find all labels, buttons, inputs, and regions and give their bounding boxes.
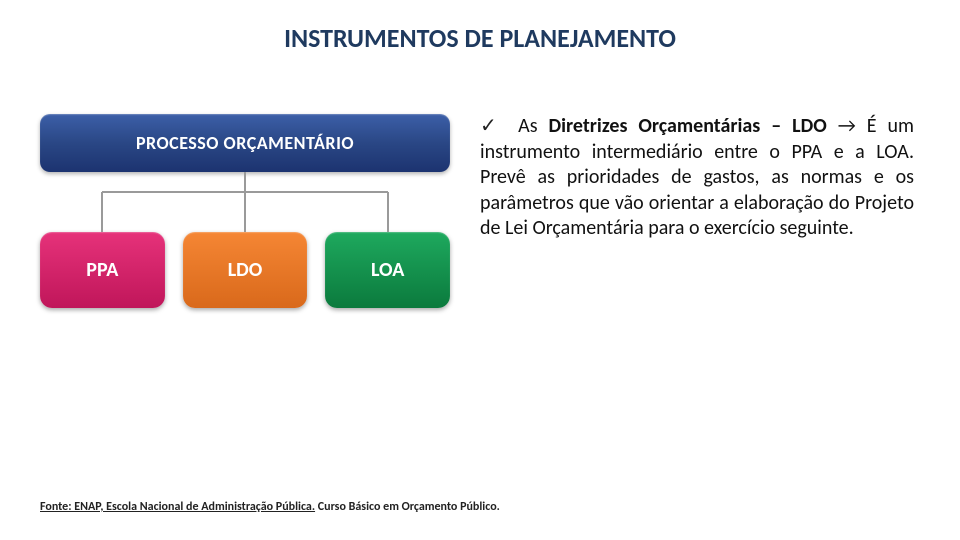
footer-rest: Curso Básico em Orçamento Público. — [315, 500, 500, 514]
diagram-connectors — [40, 172, 450, 232]
diagram-child-ldo: LDO — [183, 232, 308, 308]
diagram-child-label: LDO — [228, 258, 263, 282]
slide: INSTRUMENTOS DE PLANEJAMENTO PROCESSO OR… — [0, 0, 960, 540]
content-row: PROCESSO ORÇAMENTÁRIO PPA LDO — [40, 114, 920, 308]
body-text: ✓ As Diretrizes Orçamentárias – LDO → É … — [480, 114, 920, 242]
body-lead-prefix: As — [518, 114, 548, 138]
diagram-child-label: LOA — [371, 258, 404, 282]
process-diagram: PROCESSO ORÇAMENTÁRIO PPA LDO — [40, 114, 450, 308]
diagram-children: PPA LDO LOA — [40, 232, 450, 308]
diagram-header-label: PROCESSO ORÇAMENTÁRIO — [136, 132, 354, 154]
diagram-child-loa: LOA — [325, 232, 450, 308]
page-title: INSTRUMENTOS DE PLANEJAMENTO — [40, 22, 920, 54]
diagram-child-ppa: PPA — [40, 232, 165, 308]
body-lead-bold: Diretrizes Orçamentárias – LDO — [549, 114, 827, 138]
diagram-child-label: PPA — [86, 258, 118, 282]
arrow-icon: → — [838, 114, 856, 138]
footer-source: Fonte: ENAP, Escola Nacional de Administ… — [40, 500, 500, 514]
diagram-header-box: PROCESSO ORÇAMENTÁRIO — [40, 114, 450, 172]
footer-label: Fonte: ENAP, Escola Nacional de Administ… — [40, 500, 315, 514]
check-icon: ✓ — [480, 114, 503, 138]
